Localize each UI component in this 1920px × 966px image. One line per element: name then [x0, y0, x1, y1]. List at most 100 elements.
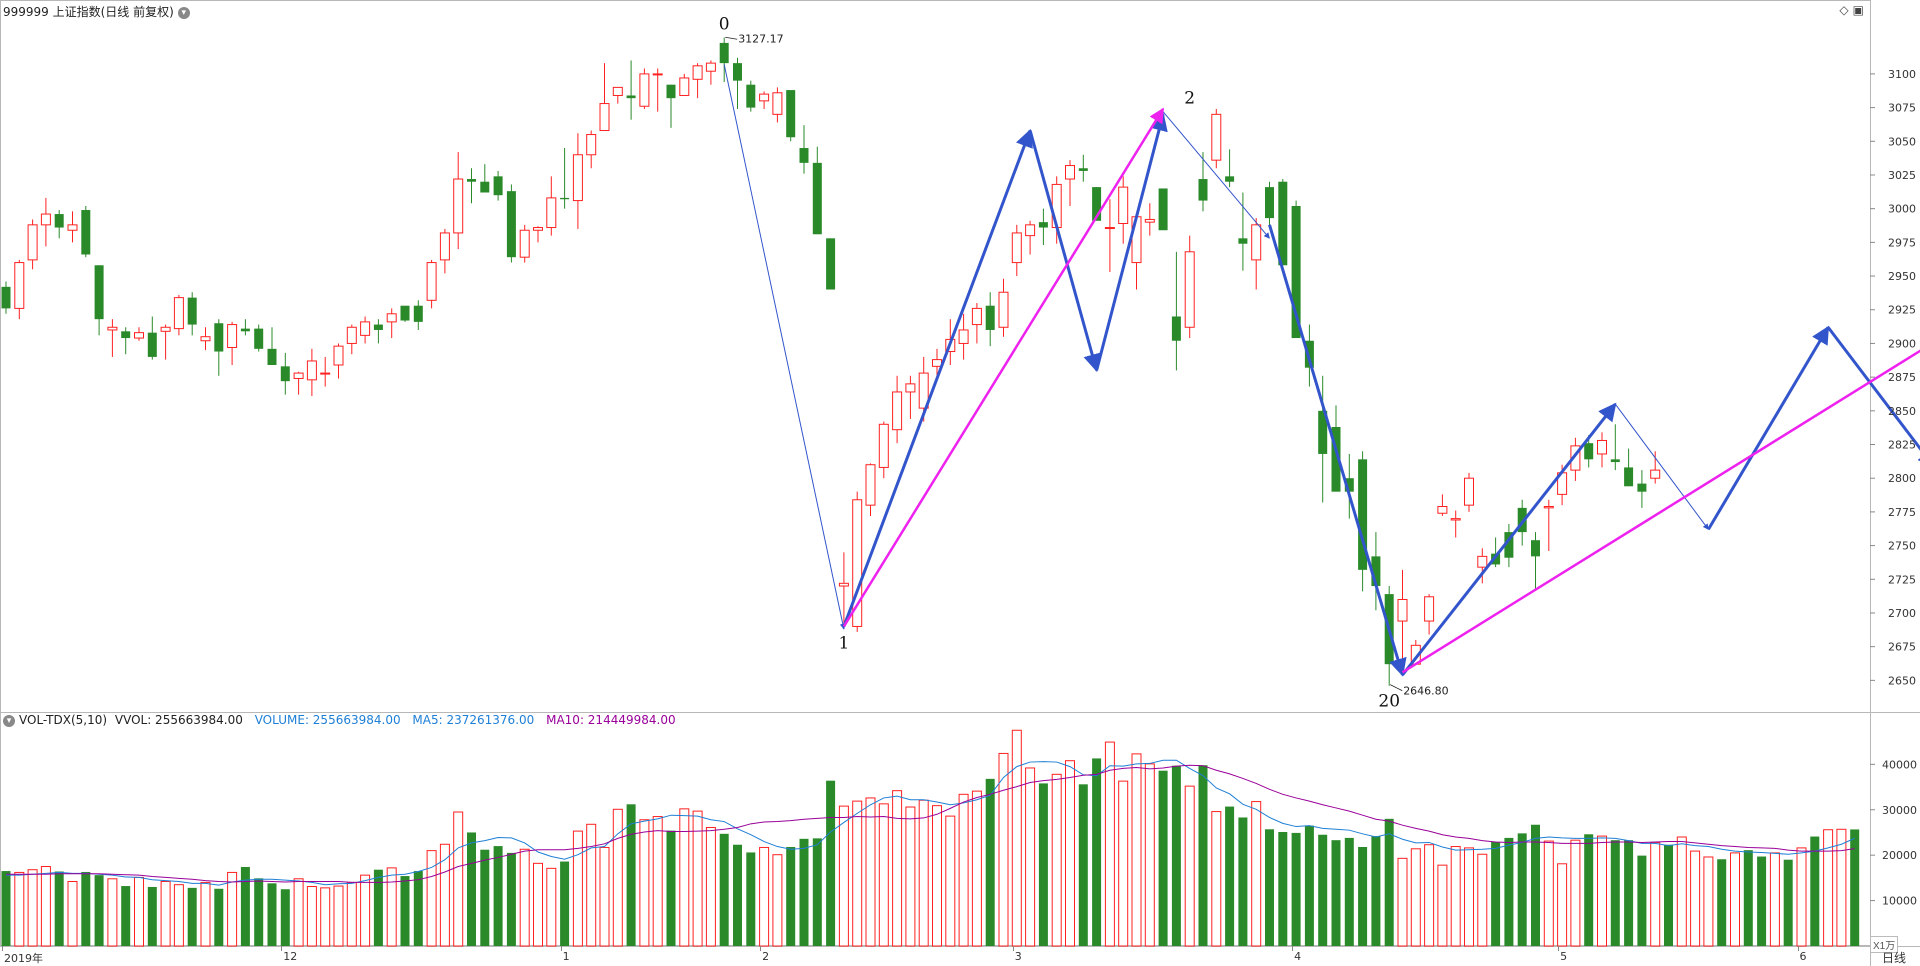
volume-bar: [1610, 840, 1620, 946]
x-axis-tick-label: 1: [562, 950, 570, 963]
x-axis-tick-mark: [2, 946, 3, 951]
wave-line: [1028, 130, 1101, 373]
wave-lines: [723, 64, 1920, 677]
candle-body: [400, 305, 410, 321]
volume-bar: [998, 752, 1009, 947]
volume-bar: [1676, 836, 1687, 947]
wave-line: [1268, 224, 1407, 677]
candle-body: [187, 297, 197, 325]
candle-body: [905, 383, 916, 393]
candle-body: [67, 224, 78, 231]
volume-bar: [1517, 833, 1527, 946]
ma10-readout: MA10: 214449984.00: [546, 713, 676, 727]
volume-bar: [1278, 832, 1288, 946]
volume-bar: [1650, 841, 1661, 947]
candle-body: [1278, 181, 1288, 266]
volume-bar: [1198, 765, 1208, 946]
diamond-icon[interactable]: ◇: [1839, 3, 1849, 17]
volume-ma10-line: [6, 764, 1855, 883]
volume-bar: [1850, 829, 1860, 946]
volume-readout: VOLUME: 255663984.00: [254, 713, 401, 727]
volume-bar: [1424, 844, 1435, 947]
volume-bar: [1397, 857, 1408, 947]
price-tick-label: 2875: [1888, 371, 1916, 384]
volume-bar: [480, 849, 490, 946]
volume-bar: [1331, 840, 1341, 946]
candle-body: [1331, 426, 1341, 492]
candle-body: [1570, 445, 1581, 471]
volume-bar: [705, 826, 716, 947]
volume-bar: [652, 816, 663, 947]
candle-body: [918, 372, 929, 409]
candle-body: [81, 210, 91, 255]
price-extreme-pointer: [725, 36, 738, 40]
candle-body: [1371, 556, 1381, 587]
volume-bar: [519, 848, 530, 947]
volume-bar: [971, 790, 982, 947]
candle-body: [121, 331, 131, 339]
chevron-down-icon[interactable]: ▾: [3, 714, 15, 727]
x-axis-tick-label: 6: [1799, 950, 1807, 963]
candle-body: [467, 179, 476, 182]
volume-bar: [1104, 741, 1115, 947]
candle-body: [826, 238, 836, 290]
candle-body: [998, 291, 1009, 328]
candle-body: [453, 178, 464, 234]
candle-body: [1, 286, 11, 309]
chart-controls: ◇ ▣: [1835, 3, 1864, 17]
volume-bar: [214, 888, 224, 946]
candle-body: [1344, 478, 1354, 492]
x-axis-tick-mark: [1797, 946, 1799, 951]
window-icon[interactable]: ▣: [1852, 3, 1864, 17]
volume-bar: [786, 846, 796, 946]
candle-body: [1092, 187, 1102, 221]
wave-line: [1614, 403, 1709, 530]
volume-bar: [639, 819, 650, 947]
volume-bar: [772, 854, 783, 947]
candle-body: [333, 345, 344, 366]
volume-bar: [173, 884, 184, 947]
volume-bar: [360, 874, 371, 947]
volume-tick-label: 40000: [1882, 758, 1917, 771]
volume-bar: [200, 881, 211, 947]
period-label[interactable]: 日线: [1882, 951, 1907, 965]
chevron-down-icon[interactable]: ▾: [177, 6, 190, 19]
candle-body: [40, 213, 51, 226]
volume-ma-lines: [6, 759, 1855, 886]
volume-bar: [719, 833, 729, 946]
candle-body: [679, 77, 690, 96]
candle-body: [586, 134, 597, 156]
candle-body: [506, 191, 516, 258]
candle-body: [878, 423, 889, 468]
volume-bar: [1730, 852, 1740, 947]
price-extreme-pointer: [1390, 684, 1403, 692]
volume-bar: [306, 886, 317, 947]
volume-bar: [1624, 840, 1634, 946]
volume-bar: [932, 805, 942, 947]
candle-body: [1144, 218, 1155, 223]
wave-count-label: 1: [838, 633, 849, 653]
volume-bar: [1664, 844, 1673, 946]
volume-bar: [27, 869, 38, 947]
volume-bar: [958, 793, 969, 947]
volume-bar: [918, 799, 929, 947]
candle-body: [1624, 467, 1634, 487]
volume-bar: [1291, 832, 1301, 946]
volume-bar: [878, 803, 889, 947]
volume-bar: [1051, 773, 1062, 947]
price-tick-label: 2775: [1888, 506, 1916, 519]
candle-body: [838, 582, 849, 587]
wave-line: [842, 128, 1033, 627]
volume-bar: [400, 876, 410, 946]
candlesticks: [1, 37, 1661, 686]
volume-bar: [666, 830, 676, 946]
candle-body: [1464, 477, 1474, 506]
volume-bar: [733, 844, 742, 946]
volume-bar: [493, 846, 503, 946]
candle-body: [1424, 596, 1435, 622]
symbol-title: 999999 上证指数(日线 前复权): [3, 5, 174, 19]
volume-bar: [187, 887, 197, 946]
candle-body: [1104, 227, 1115, 230]
volume-ma5-line: [6, 759, 1855, 886]
volume-bar: [599, 846, 610, 947]
